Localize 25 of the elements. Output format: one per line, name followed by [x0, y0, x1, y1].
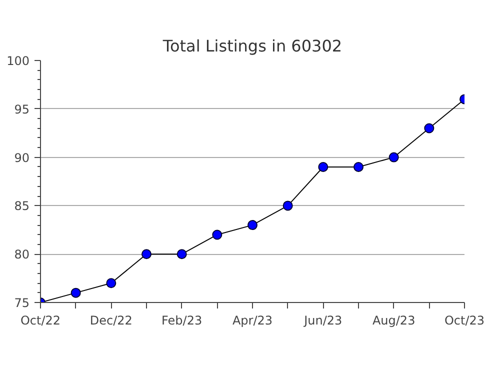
chart-title: Total Listings in 60302	[162, 36, 342, 56]
point	[354, 162, 364, 172]
point	[388, 152, 399, 162]
point	[248, 220, 258, 230]
point	[212, 230, 222, 240]
y-tick-label: 75	[14, 296, 30, 310]
x-tick-label: Feb/23	[162, 314, 202, 328]
point	[424, 123, 434, 134]
y-tick-label: 85	[14, 199, 30, 214]
y-tick-label: 95	[14, 102, 30, 116]
x-tick-label: Apr/23	[232, 314, 273, 328]
y-tick-label: 90	[14, 150, 30, 165]
point	[176, 249, 187, 260]
point	[318, 162, 328, 172]
x-tick-label: Jun/23	[303, 314, 342, 328]
x-tick-label: Oct/23	[444, 314, 485, 328]
x-tick-label: Dec/22	[90, 314, 132, 328]
point	[106, 278, 116, 288]
x-tick-label: Oct/22	[20, 314, 61, 328]
point	[70, 288, 81, 298]
point	[282, 200, 293, 211]
y-tick-label: 100	[6, 54, 30, 68]
x-tick-label: Aug/23	[372, 314, 416, 328]
point	[142, 249, 152, 260]
y-tick-label: 80	[14, 248, 30, 262]
